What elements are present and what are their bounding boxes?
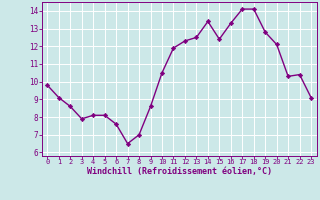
X-axis label: Windchill (Refroidissement éolien,°C): Windchill (Refroidissement éolien,°C) <box>87 167 272 176</box>
